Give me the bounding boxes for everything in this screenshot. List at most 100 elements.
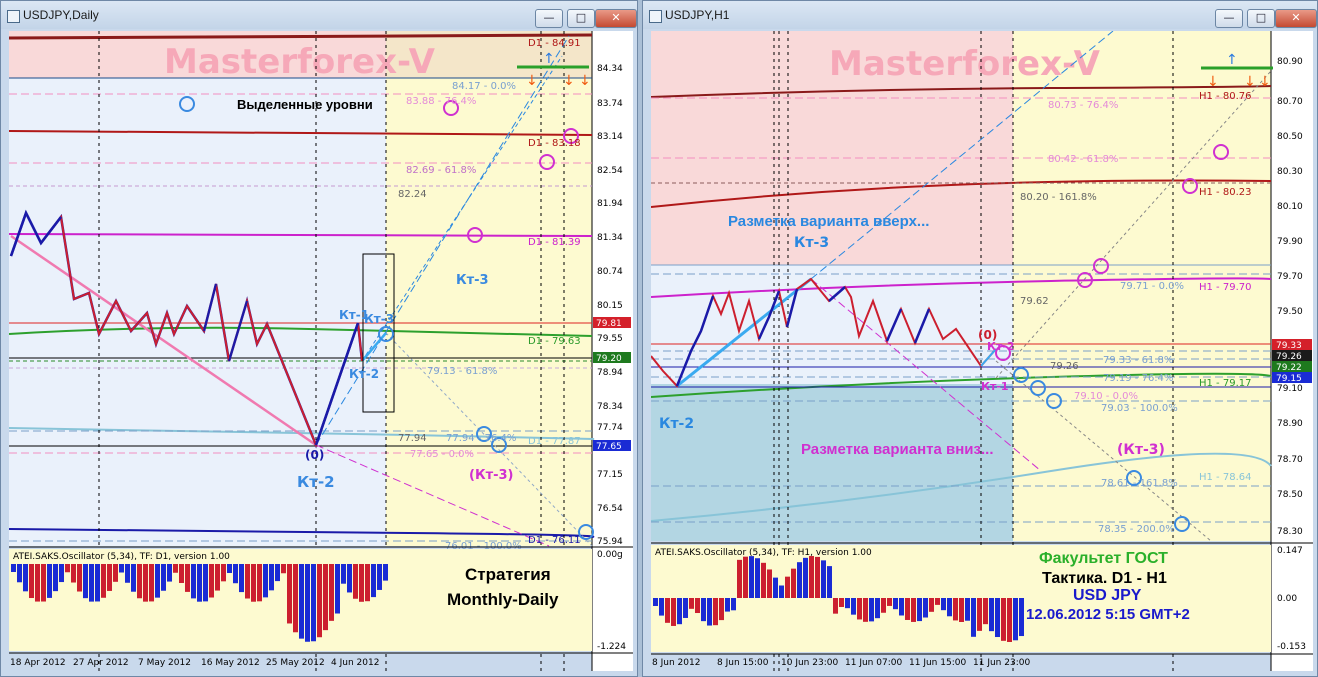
oscillator-bar — [65, 564, 70, 573]
oscillator-bar — [749, 556, 754, 598]
svg-text:80.73 - 76.4%: 80.73 - 76.4% — [1048, 100, 1118, 111]
price-tag: 79.20 — [596, 354, 622, 364]
oscillator-bar — [1001, 598, 1006, 641]
minimize-button[interactable]: — — [1215, 9, 1243, 28]
maximize-button[interactable]: □ — [1247, 9, 1275, 28]
legend-circle-icon — [179, 96, 195, 112]
svg-text:0.00: 0.00 — [1277, 594, 1297, 604]
svg-text:76.54: 76.54 — [597, 504, 623, 514]
oscillator-bar — [827, 566, 832, 598]
oscillator-bar — [107, 564, 112, 591]
oscillator-bar — [665, 598, 670, 623]
close-button[interactable]: ✕ — [595, 9, 637, 28]
svg-text:10 Jun 23:00: 10 Jun 23:00 — [781, 658, 838, 668]
strategy-subtitle: Monthly-Daily — [447, 590, 559, 609]
svg-text:H1 - 79.17: H1 - 79.17 — [1199, 378, 1251, 389]
oscillator-bar — [335, 564, 340, 614]
svg-text:ATEI.SAKS.Oscillator (5,34), T: ATEI.SAKS.Oscillator (5,34), TF: D1, ver… — [13, 552, 230, 562]
arrow-down-icon: ↓ — [1259, 74, 1271, 90]
svg-text:(Кт-3): (Кт-3) — [469, 468, 513, 483]
svg-text:77.15: 77.15 — [597, 470, 623, 480]
svg-text:79.10: 79.10 — [1277, 384, 1303, 394]
oscillator-bar — [977, 598, 982, 631]
svg-text:78.94: 78.94 — [597, 368, 623, 378]
maximize-button[interactable]: □ — [567, 9, 595, 28]
oscillator-bar — [215, 564, 220, 591]
svg-text:0.00g: 0.00g — [597, 550, 623, 560]
svg-text:D1 - 81.39: D1 - 81.39 — [528, 237, 581, 248]
svg-text:79.70: 79.70 — [1277, 272, 1303, 282]
oscillator-bar — [683, 598, 688, 618]
close-button[interactable]: ✕ — [1275, 9, 1317, 28]
svg-text:Кт-1: Кт-1 — [339, 308, 369, 322]
oscillator-bar — [857, 598, 862, 620]
oscillator-bar — [167, 564, 172, 582]
svg-text:80.10: 80.10 — [1277, 202, 1303, 212]
svg-text:81.34: 81.34 — [597, 233, 623, 243]
h1-titlebar: USDJPY,H1 — □ ✕ — [643, 1, 1317, 29]
watermark: Masterforex-V — [829, 44, 1101, 84]
oscillator-bar — [773, 577, 778, 598]
symbol-label: USD JPY — [1073, 587, 1142, 604]
oscillator-bar — [347, 564, 352, 593]
daily-chart-canvas[interactable]: Masterforex-V — [9, 31, 633, 671]
strategy-title: Стратегия — [465, 565, 551, 584]
svg-text:79.10 - 0.0%: 79.10 - 0.0% — [1074, 391, 1138, 402]
arrow-down-icon: ↓ — [526, 73, 538, 89]
price-axis: 80.90 80.70 80.50 80.30 80.10 79.90 79.7… — [1277, 57, 1303, 537]
oscillator-bar — [929, 598, 934, 612]
price-axis: 84.34 83.74 83.14 82.54 81.94 81.34 80.7… — [597, 64, 623, 547]
svg-text:83.88 - 76.4%: 83.88 - 76.4% — [406, 96, 476, 107]
oscillator-bar — [155, 564, 160, 598]
svg-text:79.03 - 100.0%: 79.03 - 100.0% — [1101, 403, 1178, 414]
svg-text:83.14: 83.14 — [597, 132, 623, 142]
svg-text:79.26: 79.26 — [1050, 361, 1079, 372]
svg-text:77.94 - 76.4%: 77.94 - 76.4% — [446, 433, 516, 444]
oscillator-bar — [125, 564, 130, 583]
svg-text:11 Jun 23:00: 11 Jun 23:00 — [973, 658, 1030, 668]
oscillator-bar — [191, 564, 196, 599]
price-axis-panel — [592, 31, 633, 671]
svg-text:79.90: 79.90 — [1277, 237, 1303, 247]
oscillator-bar — [815, 556, 820, 598]
svg-text:Кт-2: Кт-2 — [659, 416, 694, 432]
oscillator-bar — [353, 564, 358, 599]
arrow-up-icon: ↑ — [1226, 52, 1238, 68]
highlight-box — [362, 253, 395, 413]
oscillator-bar — [239, 564, 244, 593]
svg-text:H1 - 80.76: H1 - 80.76 — [1199, 91, 1251, 102]
oscillator-bar — [653, 598, 658, 606]
oscillator-bar — [911, 598, 916, 622]
oscillator-bar — [899, 598, 904, 616]
svg-text:80.50: 80.50 — [1277, 132, 1303, 142]
oscillator-bar — [275, 564, 280, 582]
svg-text:82.69 - 61.8%: 82.69 - 61.8% — [406, 165, 476, 176]
oscillator-bar — [935, 598, 940, 605]
oscillator-bar — [203, 564, 208, 602]
svg-text:H1 - 79.70: H1 - 79.70 — [1199, 282, 1251, 293]
oscillator-bar — [737, 559, 742, 598]
oscillator-bar — [173, 564, 178, 573]
svg-text:78.90: 78.90 — [1277, 419, 1303, 429]
oscillator-bar — [971, 598, 976, 637]
svg-text:(Кт-3): (Кт-3) — [1117, 442, 1165, 458]
oscillator-bar — [143, 564, 148, 602]
h1-chart-canvas[interactable]: Masterforex-V — [651, 31, 1313, 671]
svg-text:ATEI.SAKS.Oscillator (5,34), T: ATEI.SAKS.Oscillator (5,34), TF: H1, ver… — [655, 548, 872, 558]
oscillator-bars — [11, 564, 388, 642]
svg-text:82.24: 82.24 — [398, 189, 427, 200]
oscillator-bar — [995, 598, 1000, 638]
oscillator-bar — [119, 564, 124, 573]
oscillator-bar — [257, 564, 262, 602]
minimize-button[interactable]: — — [535, 9, 563, 28]
oscillator-bar — [47, 564, 52, 598]
svg-text:Кт-3: Кт-3 — [364, 312, 394, 326]
oscillator-bar — [383, 564, 388, 581]
tactic-label: Тактика. D1 - H1 — [1042, 570, 1167, 587]
oscillator-bar — [869, 598, 874, 622]
oscillator-bar — [863, 598, 868, 622]
oscillator-bar — [809, 556, 814, 598]
oscillator-bar — [701, 598, 706, 622]
oscillator-bar — [1007, 598, 1012, 642]
oscillator-bar — [281, 564, 286, 574]
